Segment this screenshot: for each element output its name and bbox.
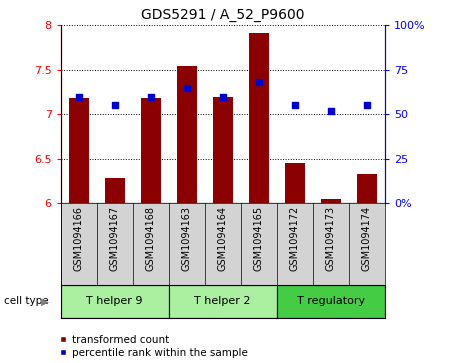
Point (75, 94, 82, 99)
Text: GSM1094173: GSM1094173 (326, 206, 336, 271)
Text: GSM1094165: GSM1094165 (254, 206, 264, 271)
Text: GSM1094168: GSM1094168 (146, 206, 156, 271)
Bar (69, 98, 89, 203)
Text: T regulatory: T regulatory (297, 296, 365, 306)
Bar (321, 199, 341, 203)
Text: GSM1094174: GSM1094174 (362, 206, 372, 271)
Bar (177, 66, 197, 203)
Bar (169, 285, 277, 318)
Text: GSM1094167: GSM1094167 (110, 206, 120, 271)
Bar (249, 33, 269, 203)
Text: GSM1094172: GSM1094172 (290, 206, 300, 271)
Bar (213, 97, 233, 203)
Bar (277, 285, 385, 318)
Bar (285, 163, 305, 203)
Text: cell type: cell type (4, 296, 49, 306)
Point (183, 85, 190, 90)
Text: T helper 9: T helper 9 (86, 296, 143, 306)
Bar (357, 174, 377, 203)
Text: ▶: ▶ (41, 296, 50, 306)
Title: GDS5291 / A_52_P9600: GDS5291 / A_52_P9600 (141, 8, 305, 22)
Bar (141, 98, 161, 203)
Text: T helper 2: T helper 2 (194, 296, 251, 306)
Legend: transformed count, percentile rank within the sample: transformed count, percentile rank withi… (59, 335, 248, 358)
Point (363, 102, 370, 108)
Text: GSM1094166: GSM1094166 (74, 206, 84, 271)
Bar (61, 285, 169, 318)
Point (111, 102, 118, 108)
Point (327, 108, 334, 114)
Text: GSM1094163: GSM1094163 (182, 206, 192, 271)
Text: GSM1094164: GSM1094164 (218, 206, 228, 271)
Point (219, 94, 226, 99)
Point (147, 94, 154, 99)
Point (255, 79, 262, 85)
Bar (105, 178, 125, 203)
Point (291, 102, 298, 108)
